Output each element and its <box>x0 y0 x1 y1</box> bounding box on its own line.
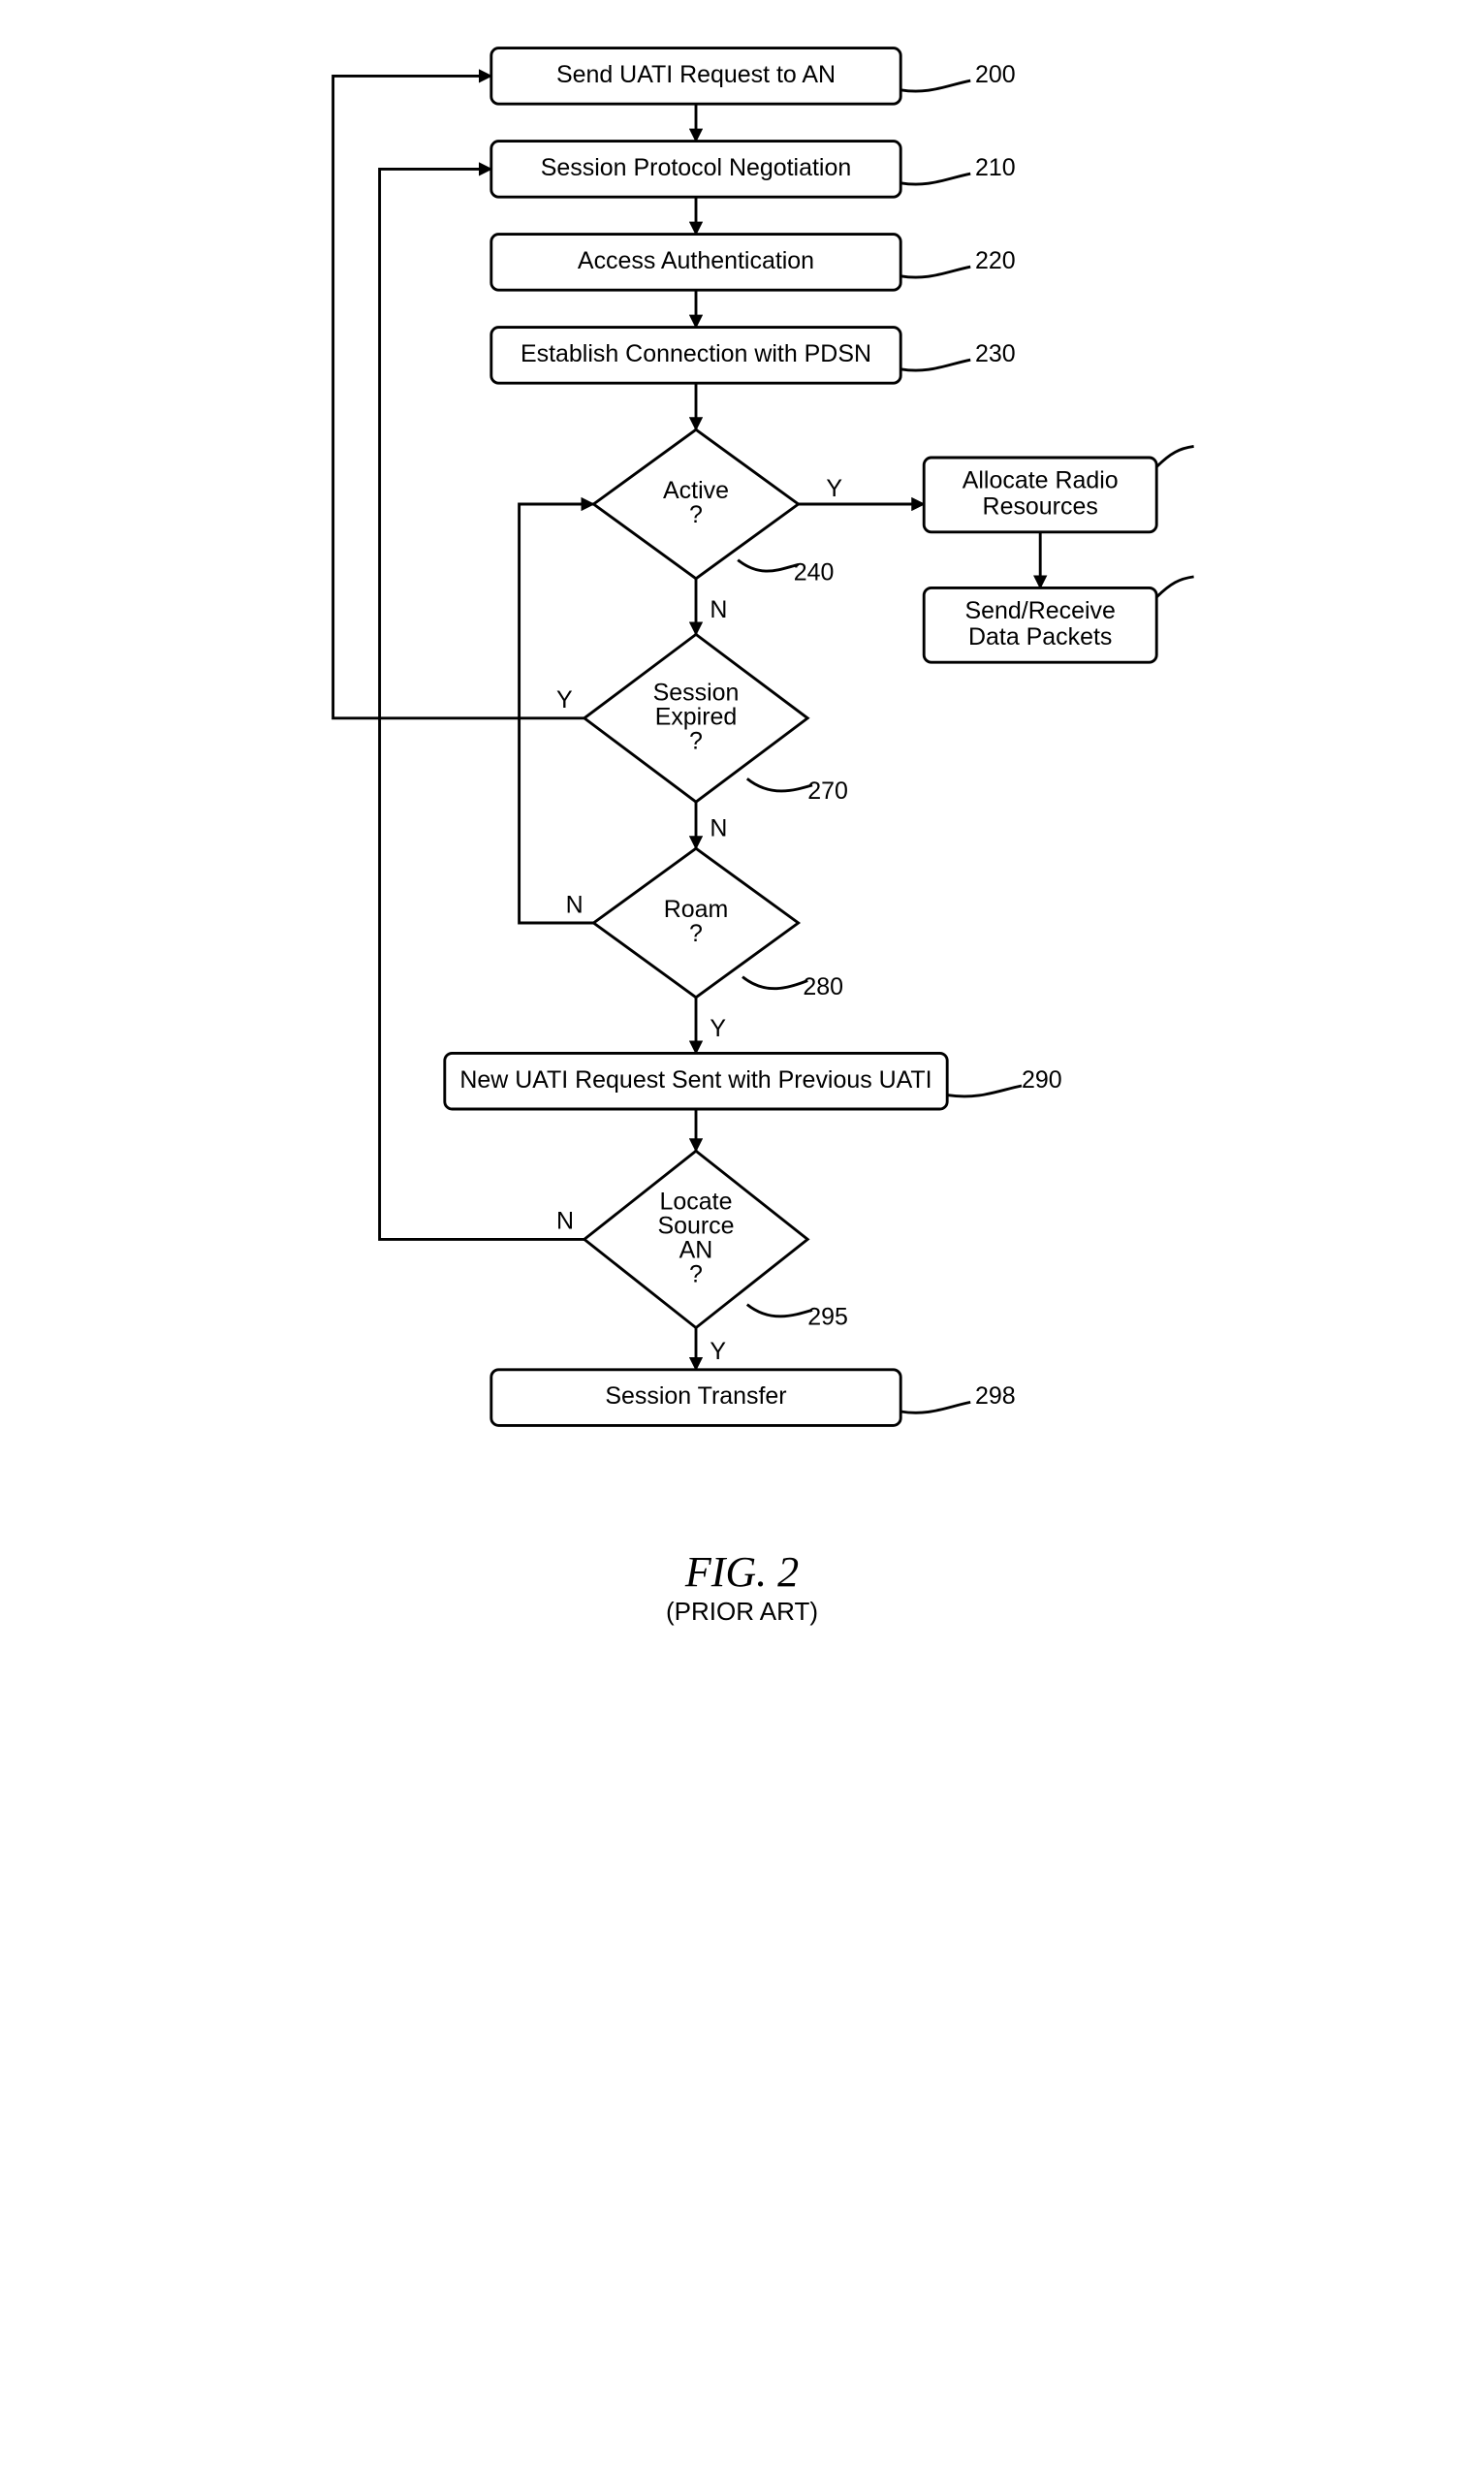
svg-text:Resources: Resources <box>982 492 1097 520</box>
ref-leader <box>900 80 970 91</box>
ref-number: 210 <box>975 154 1016 181</box>
node-n260: Send/ReceiveData Packets260 <box>924 559 1208 663</box>
node-n220: Access Authentication 220 <box>490 235 1015 291</box>
node-n270: SessionExpired? 270 <box>584 634 847 805</box>
svg-text:Source: Source <box>657 1213 734 1240</box>
svg-text:?: ? <box>689 1260 703 1287</box>
edge-label: Y <box>826 475 842 502</box>
svg-text:New UATI Request Sent with Pre: New UATI Request Sent with Previous UATI <box>459 1066 931 1094</box>
svg-text:AN: AN <box>679 1236 712 1263</box>
svg-text:?: ? <box>689 727 703 754</box>
caption-sub: (PRIOR ART) <box>39 1597 1445 1627</box>
node-n230: Establish Connection with PDSN 230 <box>490 328 1015 384</box>
node-n290: New UATI Request Sent with Previous UATI… <box>444 1053 1061 1109</box>
ref-leader <box>742 977 807 989</box>
ref-number: 240 <box>793 559 834 587</box>
svg-text:?: ? <box>689 920 703 947</box>
node-n240: Active? 240 <box>593 429 834 586</box>
svg-text:Access Authentication: Access Authentication <box>577 247 813 274</box>
edge-label: Y <box>556 686 573 714</box>
ref-leader <box>1156 577 1193 597</box>
node-n210: Session Protocol Negotiation 210 <box>490 142 1015 198</box>
svg-text:Send/Receive: Send/Receive <box>964 597 1115 624</box>
ref-number: 280 <box>803 973 843 1000</box>
ref-leader <box>900 1402 970 1412</box>
node-n298: Session Transfer 298 <box>490 1370 1015 1426</box>
svg-text:Allocate Radio: Allocate Radio <box>962 467 1118 494</box>
node-n280: Roam? 280 <box>593 848 843 1000</box>
ref-leader <box>746 778 811 791</box>
node-n250: Allocate RadioResources250 <box>924 428 1208 532</box>
svg-text:Send UATI Request to AN: Send UATI Request to AN <box>555 61 835 88</box>
edge-label: Y <box>710 1015 726 1042</box>
edge-label: N <box>710 815 727 842</box>
svg-text:Data Packets: Data Packets <box>967 623 1111 650</box>
svg-text:Locate: Locate <box>659 1189 732 1216</box>
svg-text:Session: Session <box>652 679 739 706</box>
svg-text:Active: Active <box>663 477 729 504</box>
ref-leader <box>947 1086 1022 1096</box>
edge-label: N <box>556 1208 574 1235</box>
ref-leader <box>900 360 970 370</box>
svg-text:Expired: Expired <box>654 703 737 730</box>
edge-label: N <box>565 891 583 918</box>
svg-text:Session Transfer: Session Transfer <box>605 1382 786 1410</box>
ref-number: 220 <box>975 247 1016 274</box>
ref-number: 290 <box>1022 1066 1062 1094</box>
svg-text:Session Protocol Negotiation: Session Protocol Negotiation <box>540 154 850 181</box>
svg-text:Establish Connection with PDSN: Establish Connection with PDSN <box>521 340 871 367</box>
figure-caption: FIG. 2 (PRIOR ART) <box>39 1547 1445 1627</box>
svg-text:?: ? <box>689 501 703 528</box>
svg-text:Roam: Roam <box>663 896 728 923</box>
node-n295: LocateSourceAN? 295 <box>584 1151 847 1330</box>
ref-number: 298 <box>975 1382 1016 1410</box>
edge-label: N <box>710 596 727 623</box>
flowchart-svg: Y N Y N N Y N Y Send UATI Request to AN 200 Sessio… <box>277 39 1208 1528</box>
ref-leader <box>1156 446 1193 466</box>
ref-number: 270 <box>807 777 848 805</box>
caption-main: FIG. 2 <box>39 1547 1445 1597</box>
ref-leader <box>738 560 798 571</box>
edge-label: Y <box>710 1338 726 1365</box>
node-n200: Send UATI Request to AN 200 <box>490 48 1015 105</box>
ref-number: 295 <box>807 1304 848 1331</box>
ref-leader <box>900 174 970 184</box>
ref-number: 200 <box>975 61 1016 88</box>
ref-number: 230 <box>975 340 1016 367</box>
ref-leader <box>900 267 970 277</box>
ref-leader <box>746 1305 811 1317</box>
